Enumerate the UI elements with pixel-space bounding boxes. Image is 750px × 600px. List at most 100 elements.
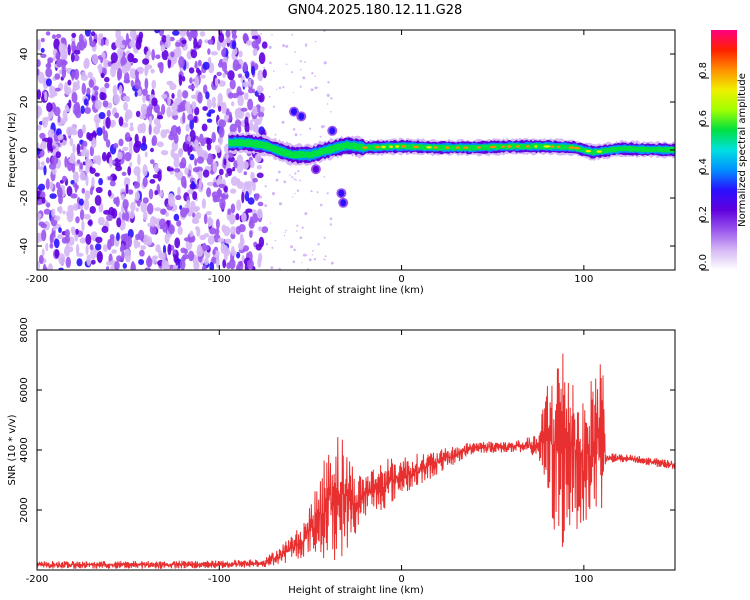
spectrogram-noise-cell: [223, 226, 231, 237]
spectrogram-speckle: [273, 70, 275, 72]
spectrogram-noise-cell: [123, 101, 128, 111]
x-tick-label: -200: [26, 274, 49, 285]
spectrogram-noise-cell: [191, 212, 196, 218]
spectrogram-noise-cell: [226, 168, 233, 174]
spectrogram-noise-cell: [81, 220, 85, 232]
spectrogram-noise-cell: [148, 115, 153, 126]
spectrogram-noise-cell: [227, 208, 232, 215]
spectrogram-speckle: [291, 33, 294, 36]
spectrogram-noise-cell: [241, 191, 245, 204]
spectrogram-noise-cell: [43, 208, 51, 215]
spectrogram-noise-cell: [58, 267, 64, 270]
spectrogram-noise-cell: [129, 68, 137, 79]
spectrogram-speckle: [301, 226, 304, 229]
spectrogram-noise-cell: [167, 196, 176, 207]
spectrogram-noise-cell: [153, 125, 161, 135]
spectrogram-noise-cell: [45, 242, 49, 252]
spectrogram-noise-cell: [122, 263, 128, 269]
y-tick-label: 20: [19, 96, 30, 109]
spectrogram-noise-cell: [113, 142, 119, 149]
spectrogram-blob: [298, 112, 305, 120]
spectrogram-noise-cell: [90, 132, 98, 137]
spectrogram-noise-cell: [40, 37, 45, 43]
spectrogram-noise-cell: [191, 180, 195, 189]
spectrogram-noise-cell: [57, 134, 64, 141]
spectrogram-noise-cell: [70, 193, 78, 199]
spectrogram-noise-cell: [81, 82, 87, 95]
spectrogram-noise-cell: [79, 162, 84, 170]
spectrogram-noise-cell: [255, 243, 262, 251]
spectrogram-speckle: [282, 86, 285, 89]
spectrogram-noise-cell: [182, 112, 186, 124]
spectrogram-noise-cell: [262, 69, 267, 79]
spectrogram-noise-cell: [81, 71, 86, 78]
spectrogram-noise-cell: [167, 243, 172, 256]
spectrogram-noise-cell: [149, 179, 156, 184]
spectrogram-noise-cell: [162, 222, 168, 233]
spectrogram-hotspot: [489, 145, 497, 149]
spectrogram-speckle: [290, 245, 293, 249]
spectrogram-noise-cell: [229, 188, 237, 194]
spectrogram-noise-cell: [202, 61, 210, 70]
spectrogram-noise-cell: [94, 90, 99, 96]
spectrogram-noise-cell: [125, 32, 129, 45]
spectrogram-noise-cell: [207, 217, 214, 226]
spectrogram-speckle: [305, 43, 308, 45]
spectrogram-noise-cell: [106, 109, 111, 117]
spectrogram-noise-cell: [193, 115, 198, 123]
y-tick-label: 0: [19, 147, 30, 153]
spectrogram-noise-cell: [79, 171, 86, 181]
spectrogram-speckle: [292, 91, 294, 94]
snr-marks: [37, 353, 675, 569]
spectrogram-speckle: [299, 68, 302, 71]
spectrogram-noise-cell: [131, 261, 135, 270]
spectrogram-noise-cell: [64, 245, 70, 257]
spectrogram-speckle: [294, 172, 297, 175]
spectrogram-noise-cell: [124, 152, 132, 162]
spectrogram-noise-cell: [172, 249, 177, 255]
spectrogram-noise-cell: [198, 179, 202, 190]
spectrogram-speckle: [329, 217, 333, 220]
spectrogram-noise-cell: [187, 135, 191, 142]
spectrogram-noise-cell: [116, 255, 123, 262]
spectrogram-noise-cell: [101, 225, 109, 234]
spectrogram-noise-cell: [245, 208, 253, 213]
spectrogram-speckle: [291, 176, 294, 179]
spectrogram-noise-cell: [243, 182, 250, 190]
spectrogram-noise-cell: [203, 84, 208, 94]
spectrogram-speckle: [293, 248, 296, 252]
snr-ylabel: SNR (10 * v/v): [7, 414, 18, 485]
spectrogram-speckle: [263, 66, 266, 69]
spectrogram-noise-cell: [179, 259, 186, 270]
spectrogram-noise-cell: [142, 197, 149, 204]
x-tick-label: 0: [398, 574, 404, 585]
spectrogram-noise-cell: [195, 212, 202, 220]
spectrogram-noise-cell: [114, 261, 120, 270]
spectrogram-noise-cell: [217, 93, 223, 105]
spectrogram-noise-cell: [56, 186, 63, 198]
spectrogram-noise-cell: [161, 104, 166, 115]
spectrogram-noise-cell: [177, 125, 181, 136]
spectrogram-marks: [37, 30, 675, 270]
spectrogram-noise-cell: [252, 177, 258, 183]
spectrogram-noise-cell: [37, 106, 43, 117]
spectrogram-noise-cell: [173, 133, 179, 144]
spectrogram-speckle: [284, 231, 286, 233]
spectrogram-noise-cell: [197, 70, 202, 76]
spectrogram-noise-cell: [256, 85, 264, 94]
spectrogram-noise-cell: [91, 95, 96, 102]
spectrogram-noise-cell: [172, 114, 179, 120]
spectrogram-noise-cell: [180, 175, 187, 188]
spectrogram-noise-cell: [188, 84, 196, 90]
spectrogram-xlabel: Height of straight line (km): [288, 285, 424, 296]
spectrogram-noise-cell: [228, 92, 234, 99]
spectrogram-noise-cell: [127, 166, 132, 176]
spectrogram-noise-cell: [62, 210, 66, 215]
spectrogram-speckle: [319, 135, 322, 138]
spectrogram-noise-cell: [86, 132, 91, 140]
spectrogram-noise-cell: [58, 253, 66, 266]
spectrogram-noise-cell: [201, 264, 207, 270]
spectrogram-noise-cell: [102, 244, 109, 252]
spectrogram-noise-cell: [111, 208, 118, 219]
spectrogram-noise-cell: [53, 91, 58, 97]
